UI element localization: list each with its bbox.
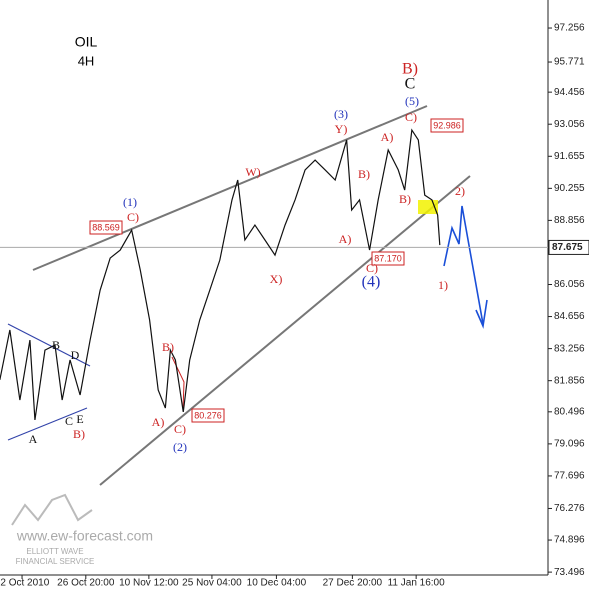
watermark: www.ew-forecast.com	[16, 528, 153, 544]
y-tick-label: 79.096	[554, 439, 585, 450]
wave-label: (2)	[173, 440, 187, 454]
wave-label: B)	[402, 61, 418, 78]
y-tick-label: 83.256	[554, 343, 585, 354]
wave-label: C	[65, 414, 73, 428]
x-tick-label: 26 Oct 20:00	[57, 578, 115, 589]
wave-label: C)	[127, 210, 139, 224]
trend-line	[7, 323, 91, 367]
y-tick-label: 95.771	[554, 57, 585, 68]
wave-label: D	[71, 348, 80, 362]
last-price-box	[548, 239, 589, 255]
wave-label: (1)	[123, 195, 137, 209]
wave-label: C)	[366, 261, 378, 275]
wave-label: 1)	[438, 278, 448, 292]
wave-label: W)	[245, 165, 260, 179]
projection-arrow	[443, 205, 484, 325]
y-tick-label: 77.696	[554, 471, 585, 482]
price-label-box	[89, 220, 123, 235]
last-price-label: 87.675	[552, 242, 583, 253]
y-tick-label: 86.056	[554, 279, 585, 290]
y-tick-label: 73.496	[554, 567, 585, 578]
chart-subtitle: 4H	[78, 53, 95, 68]
price-label-box	[371, 251, 405, 266]
x-tick-label: 11 Jan 16:00	[388, 578, 446, 589]
wave-label: C)	[174, 422, 186, 436]
y-tick-label: 93.056	[554, 119, 585, 130]
watermark: FINANCIAL SERVICE	[16, 557, 95, 566]
wave-label: B)	[162, 340, 174, 354]
wave-label: X)	[270, 272, 283, 286]
y-tick-label: 80.496	[554, 406, 585, 417]
x-tick-label: 25 Nov 04:00	[182, 578, 242, 589]
wave-label: A	[29, 432, 38, 446]
wave-label: B)	[358, 167, 370, 181]
price-label-box	[191, 408, 225, 423]
wave-label: B)	[399, 192, 411, 206]
price-label: 88.569	[92, 222, 120, 232]
wave-label: A)	[381, 130, 394, 144]
x-tick-label: 10 Nov 12:00	[119, 578, 179, 589]
wave-label: B)	[73, 427, 85, 441]
y-tick-label: 91.655	[554, 151, 585, 162]
wave-label: C)	[405, 110, 417, 124]
wave-label: A)	[339, 232, 352, 246]
x-tick-label: 12 Oct 2010	[0, 578, 50, 589]
wave-label: Y)	[335, 122, 348, 136]
price-label: 87.170	[374, 253, 402, 263]
wave-label: 2)	[455, 184, 465, 198]
wave-label: E	[76, 412, 83, 426]
y-tick-label: 88.856	[554, 215, 585, 226]
y-tick-label: 97.256	[554, 23, 585, 34]
y-tick-label: 76.276	[554, 503, 585, 514]
watermark: ELLIOTT WAVE	[26, 547, 83, 556]
price-label: 80.276	[194, 410, 222, 420]
wave-label: (5)	[405, 94, 419, 108]
y-tick-label: 90.255	[554, 183, 585, 194]
y-tick-label: 81.856	[554, 375, 585, 386]
watermark-logo	[11, 493, 93, 526]
plot: 97.256 95.771 94.456 93.056 91.655 90.255 88.8…	[0, 23, 589, 589]
arrow-head	[475, 299, 488, 329]
chart-title: OIL	[75, 34, 98, 50]
wave-label: B	[52, 338, 60, 352]
wave-label: (4)	[362, 274, 381, 291]
price-label-box	[430, 118, 464, 133]
y-tick-label: 94.456	[554, 87, 585, 98]
price-label: 92.986	[433, 120, 461, 130]
wave-label: C	[405, 76, 416, 93]
y-tick-label: 74.896	[554, 535, 585, 546]
wave-label: (3)	[334, 107, 348, 121]
trend-line	[7, 407, 88, 441]
wave-label: A)	[152, 415, 165, 429]
price-line	[0, 128, 441, 421]
y-tick-label: 84.656	[554, 311, 585, 322]
x-tick-label: 10 Dec 04:00	[247, 578, 307, 589]
x-tick-label: 27 Dec 20:00	[323, 578, 383, 589]
trend-line	[32, 105, 428, 271]
trend-line	[99, 175, 471, 486]
